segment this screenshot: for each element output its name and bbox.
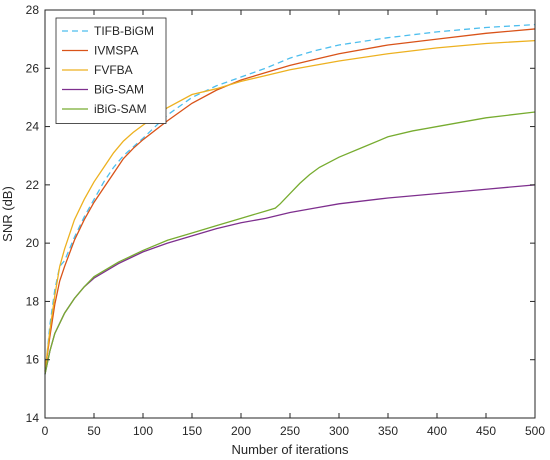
- y-tick-label: 26: [26, 61, 40, 75]
- x-tick-label: 450: [476, 424, 496, 438]
- tick-labels: 0 50 100 150 200 250 300 350 400 450 500 14 16 18 20 22…: [26, 3, 546, 438]
- y-axis-label: SNR (dB): [0, 186, 15, 242]
- legend-box: [55, 17, 167, 124]
- x-tick-label: 400: [427, 424, 447, 438]
- y-tick-label: 24: [26, 120, 40, 134]
- y-tick-label: 18: [26, 294, 40, 308]
- series-layer: [44, 23, 536, 375]
- x-tick-label: 200: [231, 424, 251, 438]
- legend-label: IVMSPA: [94, 44, 138, 58]
- x-tick-label: 300: [329, 424, 349, 438]
- x-tick-label: 0: [42, 424, 49, 438]
- axes: [44, 9, 536, 419]
- x-tick-label: 250: [280, 424, 300, 438]
- legend-label: BiG-SAM: [94, 83, 144, 97]
- legend-label: TIFB-BiGM: [94, 24, 154, 38]
- series-line-fvfba: [44, 39, 536, 372]
- y-tick-label: 16: [26, 353, 40, 367]
- x-tick-label: 500: [525, 424, 545, 438]
- legend: TIFB-BiGM IVMSPA FVFBA BiG-SAM iBiG-SAM: [55, 17, 167, 124]
- series-line-tifb-bigm: [44, 23, 536, 375]
- series-line-ibig-sam: [44, 111, 536, 375]
- y-tick-label: 14: [26, 411, 40, 425]
- y-tick-label: 22: [26, 178, 40, 192]
- y-tick-label: 20: [26, 236, 40, 250]
- legend-label: FVFBA: [94, 63, 133, 77]
- x-axis-label: Number of iterations: [231, 442, 349, 457]
- x-tick-label: 350: [378, 424, 398, 438]
- legend-label: iBiG-SAM: [94, 102, 147, 116]
- x-tick-label: 50: [87, 424, 101, 438]
- x-tick-label: 100: [133, 424, 153, 438]
- series-line-ivmspa: [44, 28, 536, 372]
- x-tick-label: 150: [182, 424, 202, 438]
- y-tick-label: 28: [26, 3, 40, 17]
